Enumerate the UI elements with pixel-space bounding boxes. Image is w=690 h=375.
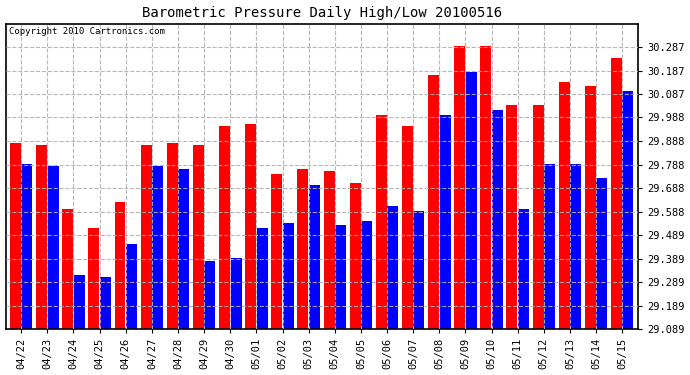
Bar [193,145,204,329]
Bar [88,228,99,329]
Bar [141,145,152,329]
Bar [36,145,47,329]
Bar [376,115,387,329]
Bar [204,261,215,329]
Bar [245,124,256,329]
Bar [559,82,570,329]
Bar [585,86,596,329]
Bar [611,58,622,329]
Bar [518,209,529,329]
Bar [428,75,439,329]
Bar [533,105,544,329]
Bar [335,225,346,329]
Bar [271,174,282,329]
Bar [283,223,294,329]
Bar [622,91,633,329]
Bar [100,277,111,329]
Bar [219,126,230,329]
Bar [506,105,518,329]
Bar [48,166,59,329]
Bar [152,166,163,329]
Bar [454,46,465,329]
Bar [21,164,32,329]
Bar [596,178,607,329]
Title: Barometric Pressure Daily High/Low 20100516: Barometric Pressure Daily High/Low 20100… [141,6,502,20]
Bar [466,72,477,329]
Bar [62,209,73,329]
Bar [570,164,581,329]
Bar [350,183,361,329]
Bar [178,169,189,329]
Bar [309,185,320,329]
Bar [297,169,308,329]
Bar [257,228,268,329]
Bar [324,171,335,329]
Bar [167,143,178,329]
Bar [10,143,21,329]
Bar [440,115,451,329]
Bar [492,110,503,329]
Bar [402,126,413,329]
Bar [544,164,555,329]
Bar [230,258,241,329]
Text: Copyright 2010 Cartronics.com: Copyright 2010 Cartronics.com [9,27,165,36]
Bar [387,207,398,329]
Bar [115,202,126,329]
Bar [74,275,85,329]
Bar [480,46,491,329]
Bar [361,220,372,329]
Bar [126,244,137,329]
Bar [413,211,424,329]
